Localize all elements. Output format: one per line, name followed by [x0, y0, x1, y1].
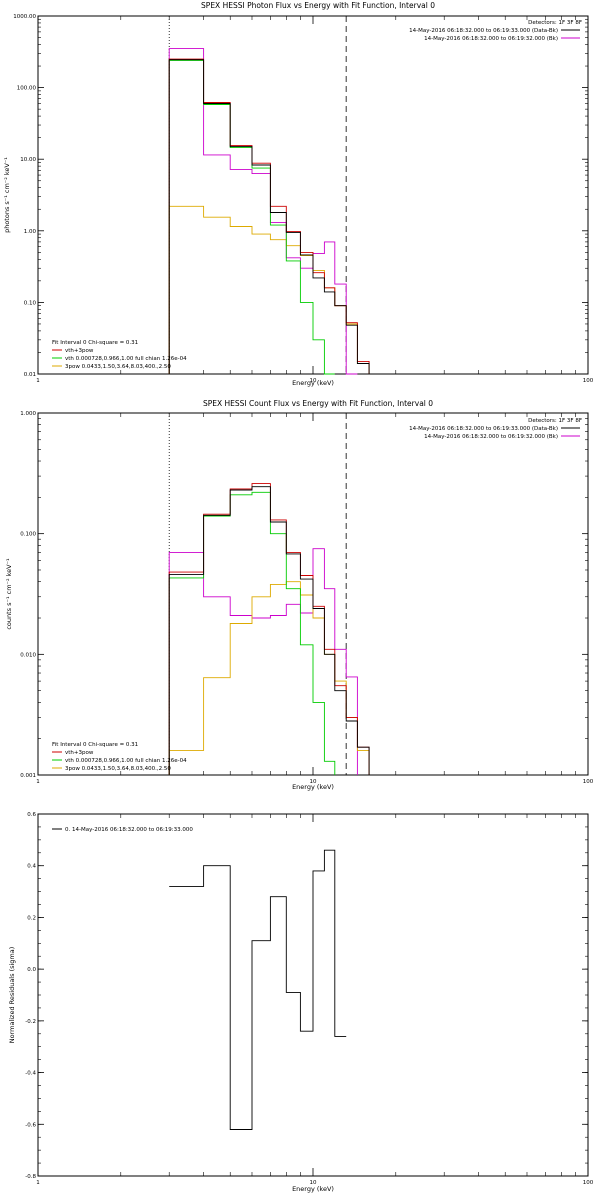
x-tick-label: 100 [583, 1180, 594, 1186]
panel3-xlabel: Energy (keV) [292, 1185, 334, 1193]
panel1-legend-thermal-label: vth 0.000728,0.966,1.00 full chian 1.26e… [65, 356, 187, 362]
panel3-series [169, 849, 347, 1130]
panel1-legend-powerlaw-label: 3pow 0.0433,1.50,3.64,8.03,400.,2.50 [65, 364, 171, 370]
panel2-xlabel: Energy (keV) [292, 783, 334, 791]
y-tick-label: 0.0 [27, 967, 36, 973]
panel3-ylabel: Normalized Residuals (sigma) [8, 947, 16, 1044]
y-tick-label: -0.8 [25, 1174, 36, 1180]
panel3-legend: 0. 14-May-2016 06:18:32.000 to 06:19:33.… [52, 827, 193, 833]
x-tick-label: 10 [310, 378, 317, 384]
panel3-x-ticks: 1 10 100 [36, 814, 594, 1186]
x-tick-label: 1 [36, 378, 40, 384]
y-tick-label: 1.000 [20, 411, 36, 417]
x-tick-label: 100 [583, 378, 594, 384]
series-background-line [168, 48, 358, 375]
panel2-fit-label: Fit Interval 0 Chi-square = 0.31 [52, 742, 138, 748]
panel2-title: SPEX HESSI Count Flux vs Energy with Fit… [203, 399, 433, 408]
panel2-legend-thermal-label: vth 0.000728,0.966,1.00 full chian 1.26e… [65, 758, 187, 764]
y-tick-label: 0.010 [20, 652, 36, 658]
panel1-legend-right: 14-May-2016 06:18:32.000 to 06:19:33.000… [409, 28, 580, 42]
series-powerlaw-line [168, 205, 370, 374]
panel1-legend-bk-label: 14-May-2016 06:18:32.000 to 06:19:32.000… [424, 36, 558, 42]
panel2-series [168, 483, 370, 775]
panel2-x-ticks: 1 10 100 [36, 413, 594, 785]
panel2-detectors: Detectors: 1F 3F 8F [528, 418, 582, 424]
panel1-xlabel: Energy (keV) [292, 379, 334, 387]
y-tick-label: 0.100 [20, 532, 36, 538]
residuals-panel: -0.8 -0.6 -0.4 -0.2 0.0 0.2 0.4 0.6 1 10 100 Ener… [8, 812, 594, 1193]
panel1-series [168, 48, 370, 375]
panel3-y-ticks: -0.8 -0.6 -0.4 -0.2 0.0 0.2 0.4 0.6 [25, 812, 588, 1180]
series-thermal-line [168, 491, 336, 775]
series-total-line [168, 483, 370, 775]
y-tick-label: 10.00 [20, 157, 36, 163]
panel1-legend-total-label: vth+3pow [65, 348, 94, 354]
panel2-y-ticks: 0.001 0.010 0.100 1.000 [20, 411, 588, 779]
panel1-x-ticks: 1 10 100 [36, 16, 594, 384]
y-tick-label: 0.01 [24, 372, 36, 378]
panel3-legend-label: 0. 14-May-2016 06:18:32.000 to 06:19:33.… [65, 827, 193, 833]
y-tick-label: 0.2 [27, 915, 36, 921]
y-tick-label: 1000.00 [13, 14, 36, 20]
series-background-line [168, 548, 358, 775]
series-data-line [169, 849, 347, 1130]
series-data-line [168, 486, 370, 775]
y-tick-label: -0.2 [25, 1019, 36, 1025]
panel1-title: SPEX HESSI Photon Flux vs Energy with Fi… [201, 1, 435, 10]
panel2-legend-left: Fit Interval 0 Chi-square = 0.31 vth+3po… [52, 742, 187, 772]
panel1-legend-data-label: 14-May-2016 06:18:32.000 to 06:19:33.000… [409, 28, 558, 34]
panel2-legend-data-label: 14-May-2016 06:18:32.000 to 06:19:33.000… [409, 426, 558, 432]
panel1-y-ticks: 0.01 0.10 1.00 10.00 100.00 1000.00 [13, 14, 588, 378]
y-tick-label: 1.00 [24, 229, 37, 235]
panel2-range-markers [168, 413, 347, 775]
y-tick-label: 0.6 [27, 812, 36, 818]
y-tick-label: 100.00 [17, 86, 37, 92]
x-tick-label: 10 [310, 1180, 317, 1186]
panel2-legend-right: 14-May-2016 06:18:32.000 to 06:19:33.000… [409, 426, 580, 440]
panel2-legend-powerlaw-label: 3pow 0.0433,1.50,3.64,8.03,400.,2.50 [65, 766, 171, 772]
x-tick-label: 1 [36, 1180, 40, 1186]
series-data-line [168, 59, 370, 374]
x-tick-label: 1 [36, 779, 40, 785]
panel1-detectors: Detectors: 1F 3F 8F [528, 20, 582, 26]
photon-flux-panel: SPEX HESSI Photon Flux vs Energy with Fi… [3, 1, 594, 387]
x-tick-label: 10 [310, 779, 317, 785]
count-flux-panel: SPEX HESSI Count Flux vs Energy with Fit… [5, 399, 594, 791]
panel2-ylabel: counts s⁻¹ cm⁻² keV⁻¹ [5, 558, 13, 630]
series-thermal-line [168, 59, 335, 375]
panel2-legend-bk-label: 14-May-2016 06:18:32.000 to 06:19:32.000… [424, 434, 558, 440]
panel2-legend-total-label: vth+3pow [65, 750, 94, 756]
panel1-legend-left: Fit Interval 0 Chi-square = 0.31 vth+3po… [52, 340, 187, 370]
y-tick-label: -0.4 [25, 1071, 36, 1077]
y-tick-label: -0.6 [25, 1122, 36, 1128]
panel1-fit-label: Fit Interval 0 Chi-square = 0.31 [52, 340, 138, 346]
x-tick-label: 100 [583, 779, 594, 785]
panel1-range-markers [168, 16, 347, 374]
panel1-ylabel: photons s⁻¹ cm⁻² keV⁻¹ [3, 157, 11, 233]
y-tick-label: 0.4 [27, 864, 36, 870]
y-tick-label: 0.10 [24, 300, 37, 306]
series-powerlaw-line [168, 581, 370, 775]
y-tick-label: 0.001 [20, 773, 36, 779]
series-total-line [168, 58, 370, 374]
